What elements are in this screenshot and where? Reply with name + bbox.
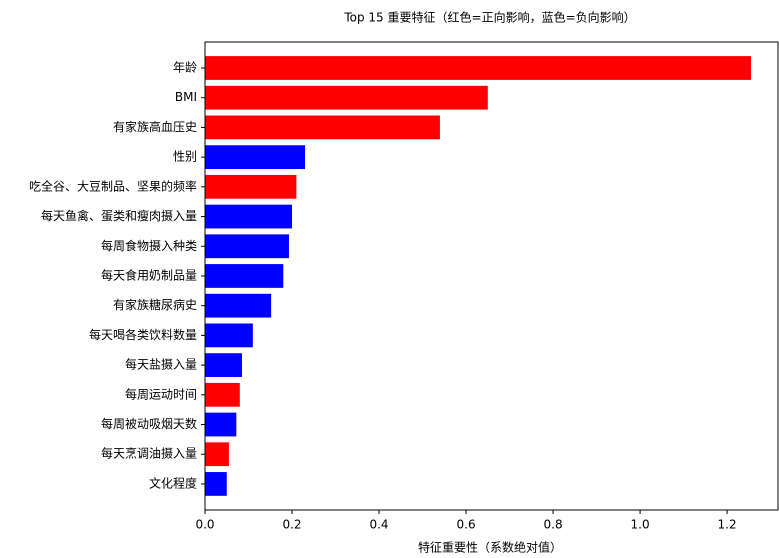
y-tick-label: 每周食物摄入种类 — [101, 238, 197, 253]
x-tick-label: 1.2 — [718, 518, 737, 532]
bar — [205, 85, 488, 110]
y-tick-label: 每天鱼禽、蛋类和瘦肉摄入量 — [41, 208, 197, 223]
bar — [205, 174, 297, 199]
y-tick-label: BMI — [175, 90, 197, 104]
x-tick-label: 0.8 — [544, 518, 563, 532]
y-tick-label: 每天烹调油摄入量 — [101, 446, 197, 461]
bar — [205, 472, 227, 496]
y-tick-label: 性别 — [173, 150, 197, 164]
bar — [205, 115, 440, 140]
y-tick-label: 每天喝各类饮料数量 — [89, 327, 197, 342]
y-tick-label: 每周被动吸烟天数 — [101, 416, 197, 431]
bar — [205, 204, 293, 229]
y-tick-label: 文化程度 — [149, 475, 197, 490]
bar — [205, 353, 242, 377]
y-tick-label: 有家族糖尿病史 — [113, 297, 197, 312]
x-axis-label: 特征重要性（系数绝对值） — [418, 540, 562, 555]
y-tick-label: 有家族高血压史 — [113, 119, 197, 134]
y-tick-label: 每天盐摄入量 — [125, 357, 197, 372]
y-tick-label: 每天食用奶制品量 — [101, 267, 197, 282]
bar — [205, 145, 306, 170]
bar — [205, 264, 284, 288]
bar — [205, 382, 240, 407]
bar — [205, 412, 237, 437]
y-tick-label: 年龄 — [173, 61, 197, 75]
x-tick-label: 0.2 — [282, 518, 301, 532]
y-tick-label: 每周运动时间 — [125, 386, 197, 401]
y-tick-label: 吃全谷、大豆制品、坚果的频率 — [29, 178, 197, 193]
bar — [205, 323, 253, 348]
bar — [205, 293, 272, 318]
x-tick-label: 1.0 — [631, 518, 650, 532]
x-tick-label: 0.0 — [195, 518, 214, 532]
bar — [205, 234, 289, 259]
plot-frame — [204, 41, 779, 511]
bar — [205, 442, 229, 467]
x-tick-label: 0.4 — [369, 518, 388, 532]
x-tick-label: 0.6 — [457, 518, 476, 532]
bar — [205, 56, 752, 80]
chart-title: Top 15 重要特征（红色=正向影响，蓝色=负向影响） — [343, 10, 635, 25]
